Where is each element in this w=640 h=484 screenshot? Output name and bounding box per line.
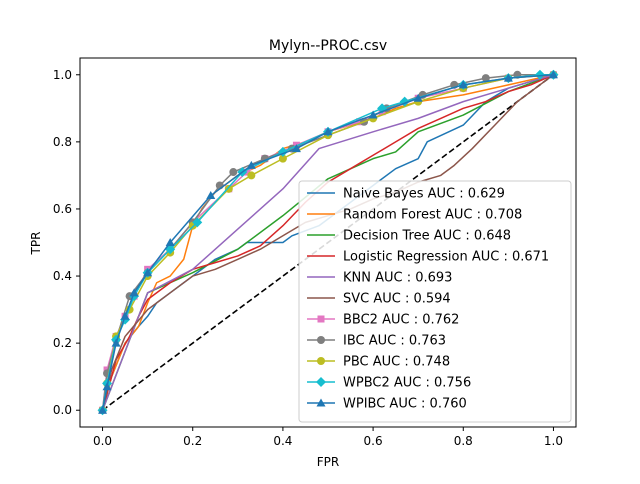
y-tick-label: 0.4 bbox=[53, 269, 72, 283]
y-tick-label: 0.6 bbox=[53, 202, 72, 216]
legend-entry: WPBC2 AUC : 0.756 bbox=[307, 376, 471, 391]
data-point bbox=[356, 118, 364, 126]
legend-entry: IBC AUC : 0.763 bbox=[307, 334, 446, 349]
y-tick-label: 1.0 bbox=[53, 68, 72, 82]
legend-entry: Random Forest AUC : 0.708 bbox=[307, 208, 522, 223]
legend-entry: Naive Bayes AUC : 0.629 bbox=[307, 187, 505, 202]
series-11 bbox=[98, 70, 558, 414]
legend-entry: WPIBC AUC : 0.760 bbox=[307, 397, 467, 412]
data-point bbox=[102, 382, 112, 391]
data-point bbox=[247, 171, 256, 180]
chart-title: Mylyn--PROC.csv bbox=[269, 38, 387, 54]
x-axis-label: FPR bbox=[317, 455, 339, 469]
legend-entry: Logistic Regression AUC : 0.671 bbox=[307, 250, 549, 265]
data-point bbox=[368, 110, 378, 119]
y-tick-label: 0.0 bbox=[53, 403, 72, 417]
data-point bbox=[503, 73, 513, 82]
data-point bbox=[229, 168, 238, 177]
legend-label: WPBC2 AUC : 0.756 bbox=[343, 376, 471, 391]
legend-label: KNN AUC : 0.693 bbox=[343, 271, 452, 286]
x-tick-label: 1.0 bbox=[544, 434, 563, 448]
x-tick-label: 0.2 bbox=[183, 434, 202, 448]
series-line bbox=[101, 74, 554, 411]
legend-label: SVC AUC : 0.594 bbox=[343, 292, 451, 307]
data-point bbox=[143, 268, 153, 277]
x-tick-label: 0.0 bbox=[93, 434, 112, 448]
legend-box bbox=[298, 180, 572, 423]
data-point bbox=[206, 191, 216, 200]
legend-label: Naive Bayes AUC : 0.629 bbox=[343, 187, 505, 202]
y-tick-label: 0.8 bbox=[53, 135, 72, 149]
legend-label: IBC AUC : 0.763 bbox=[343, 334, 446, 349]
legend-entry: KNN AUC : 0.693 bbox=[307, 271, 452, 286]
legend: Naive Bayes AUC : 0.629 Random Forest AUC… bbox=[298, 180, 572, 423]
data-point bbox=[192, 217, 203, 228]
y-tick-label: 0.2 bbox=[53, 336, 72, 350]
data-point bbox=[165, 238, 175, 246]
axes-frame bbox=[79, 57, 577, 428]
x-tick-label: 0.4 bbox=[273, 434, 292, 448]
x-tick-label: 0.6 bbox=[364, 434, 383, 448]
data-point bbox=[548, 70, 558, 79]
data-point bbox=[246, 160, 256, 169]
legend-label: Decision Tree AUC : 0.648 bbox=[343, 229, 511, 244]
legend-label: Random Forest AUC : 0.708 bbox=[343, 208, 522, 223]
data-point bbox=[323, 127, 333, 136]
legend-label: BBC2 AUC : 0.762 bbox=[343, 313, 459, 328]
legend-label: Logistic Regression AUC : 0.671 bbox=[343, 250, 549, 265]
legend-marker bbox=[317, 336, 325, 344]
legend-marker bbox=[317, 315, 325, 323]
legend-entry: BBC2 AUC : 0.762 bbox=[307, 313, 459, 328]
legend-marker bbox=[316, 377, 326, 387]
data-point bbox=[413, 93, 423, 102]
data-point bbox=[481, 74, 490, 83]
data-point bbox=[98, 405, 108, 414]
data-point bbox=[120, 311, 130, 320]
data-point bbox=[534, 69, 545, 80]
data-point bbox=[111, 338, 121, 347]
series-5 bbox=[101, 74, 554, 411]
legend-entry: PBC AUC : 0.748 bbox=[307, 355, 450, 370]
data-point bbox=[224, 184, 233, 193]
legend-label: WPIBC AUC : 0.760 bbox=[343, 397, 467, 412]
data-point bbox=[278, 154, 287, 163]
legend-entry: SVC AUC : 0.594 bbox=[307, 292, 451, 307]
data-point bbox=[291, 144, 301, 153]
legend-entry: Decision Tree AUC : 0.648 bbox=[307, 229, 511, 244]
series-line bbox=[101, 74, 554, 411]
y-axis-label: TPR bbox=[29, 232, 43, 256]
data-point bbox=[458, 80, 468, 89]
data-point bbox=[129, 288, 139, 297]
plot-area bbox=[97, 69, 559, 416]
axis-ticks: 0.0 0.2 0.4 0.6 0.8 1.0 0.0 0.2 0.4 0.6 0.8 1.0 bbox=[53, 68, 563, 448]
legend-label: PBC AUC : 0.748 bbox=[343, 355, 450, 370]
legend-marker bbox=[317, 357, 325, 365]
x-tick-label: 0.8 bbox=[454, 434, 473, 448]
legend-marker bbox=[316, 398, 326, 407]
